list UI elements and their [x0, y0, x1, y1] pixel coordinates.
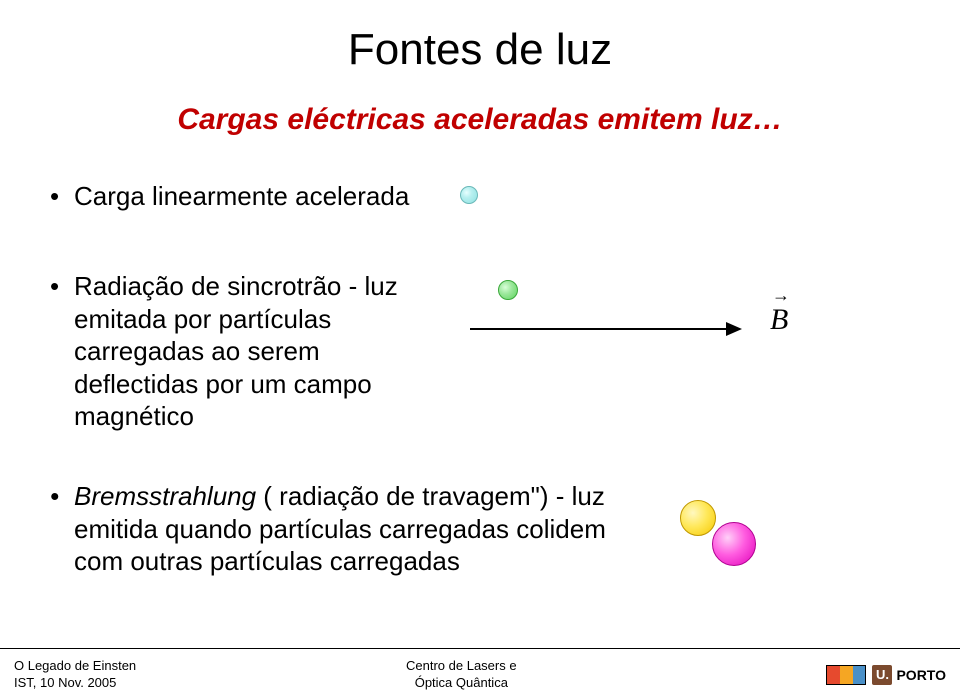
footer-right: U. PORTO [826, 665, 946, 685]
bremsstrahlung-term: Bremsstrahlung [74, 481, 256, 511]
bullet-linear: Carga linearmente acelerada [74, 180, 409, 213]
collision-dot-yellow [680, 500, 716, 536]
porto-label: PORTO [896, 667, 946, 683]
footer-center: Centro de Lasers e Óptica Quântica [136, 658, 826, 692]
footer-center-line1: Centro de Lasers e [136, 658, 786, 675]
footer-left: O Legado de Einsten IST, 10 Nov. 2005 [14, 658, 136, 692]
bullet-bremsstrahlung: Bremsstrahlung ( radiação de travagem") … [74, 480, 614, 578]
b-field-arrow-shaft [470, 328, 730, 330]
collision-dot-magenta [712, 522, 756, 566]
footer: O Legado de Einsten IST, 10 Nov. 2005 Ce… [0, 648, 960, 700]
porto-u-icon: U. [872, 665, 892, 685]
slide-title: Fontes de luz [50, 25, 910, 75]
slide: Fontes de luz Cargas eléctricas acelerad… [0, 0, 960, 700]
b-vector-label: B [770, 303, 788, 337]
particle-dot-cyan [460, 186, 478, 204]
footer-left-line1: O Legado de Einsten [14, 658, 136, 675]
slide-subtitle: Cargas eléctricas aceleradas emitem luz… [50, 103, 910, 137]
b-field-arrow-head [726, 322, 742, 336]
tricolor-logo-icon [826, 665, 866, 685]
particle-dot-green [498, 280, 518, 300]
porto-logo: U. PORTO [872, 665, 946, 685]
footer-center-line2: Óptica Quântica [136, 675, 786, 692]
bullet-synchrotron: Radiação de sincrotrão - luz emitada por… [74, 270, 434, 433]
footer-left-line2: IST, 10 Nov. 2005 [14, 675, 136, 692]
